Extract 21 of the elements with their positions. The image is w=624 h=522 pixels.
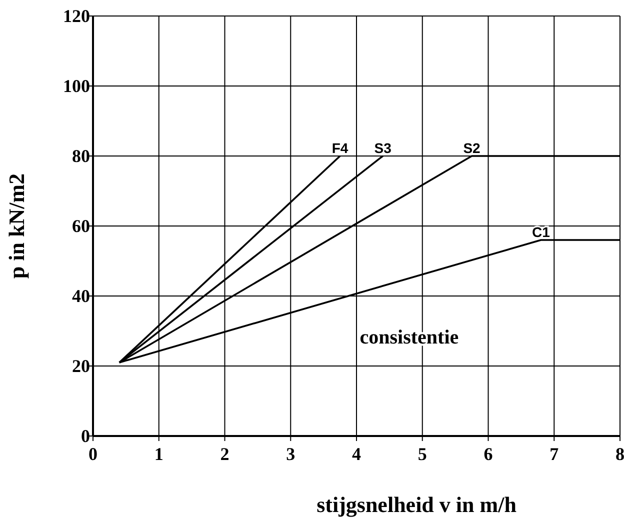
- x-tick-label: 4: [352, 444, 361, 464]
- y-tick-label: 60: [72, 216, 90, 236]
- y-tick-label: 100: [63, 76, 90, 96]
- x-tick-label: 1: [154, 444, 164, 464]
- x-tick-label: 6: [484, 444, 493, 464]
- x-tick-label: 5: [418, 444, 427, 464]
- x-tick-label: 8: [616, 444, 624, 464]
- series-label: C1: [532, 224, 550, 240]
- series-label: F4: [332, 140, 348, 156]
- y-tick-label: 120: [63, 6, 90, 26]
- series-label: S2: [463, 140, 481, 156]
- y-tick-label: 20: [72, 356, 90, 376]
- y-tick-label: 80: [72, 146, 90, 166]
- series-label: S3: [374, 140, 392, 156]
- y-axis-title: p in kN/m2: [4, 173, 29, 279]
- y-tick-label: 40: [72, 286, 90, 306]
- x-tick-label: 7: [550, 444, 559, 464]
- x-tick-label: 3: [286, 444, 296, 464]
- x-tick-label: 2: [220, 444, 230, 464]
- x-axis-title: stijgsnelheid v in m/h: [316, 492, 516, 517]
- y-tick-label: 0: [81, 426, 90, 446]
